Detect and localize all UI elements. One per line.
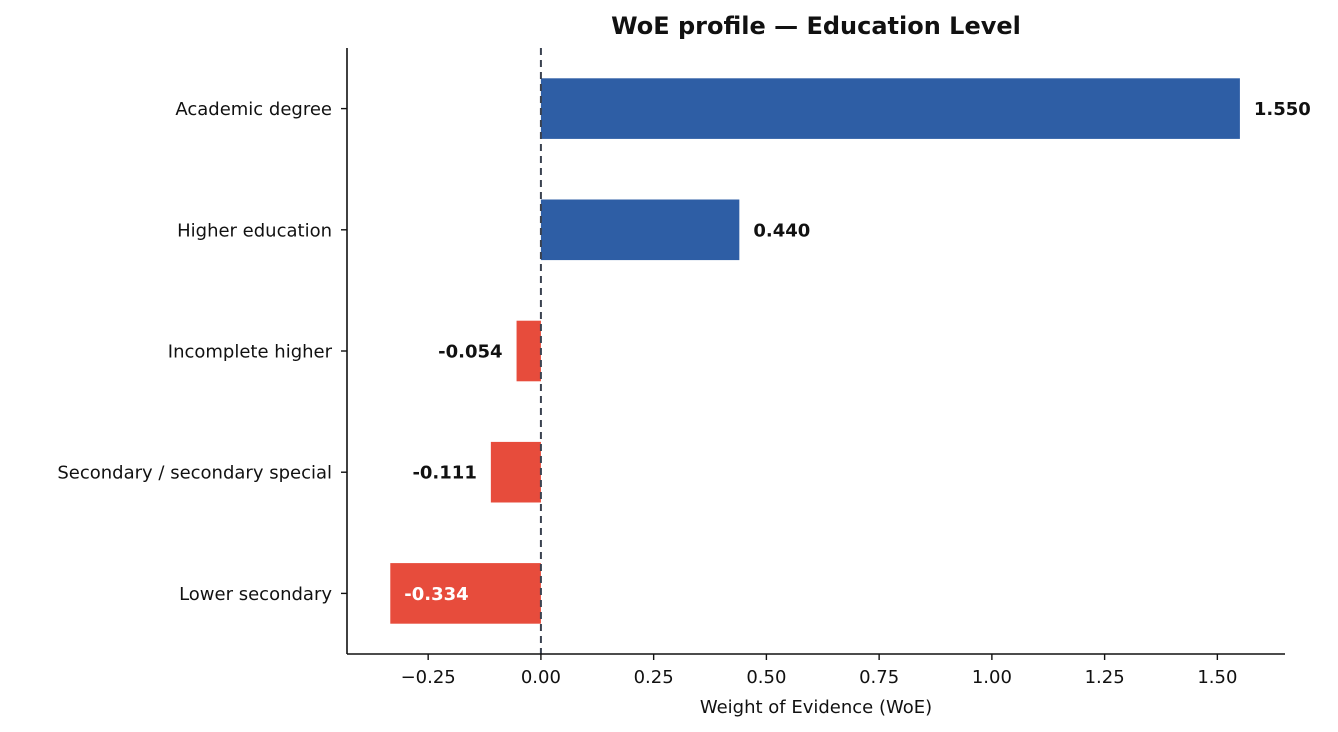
value-label-academic-degree: 1.550	[1254, 99, 1311, 120]
x-tick-label-6: 1.25	[1085, 667, 1125, 688]
y-categories-layer: Academic degree Higher education Incomplet…	[57, 99, 347, 605]
category-label-higher-education: Higher education	[177, 220, 332, 241]
value-label-secondary-secondary-special: -0.111	[412, 463, 476, 484]
x-tick-label-5: 1.00	[972, 667, 1012, 688]
value-label-lower-secondary: -0.334	[404, 584, 468, 605]
bar-lower-secondary	[390, 563, 541, 624]
value-labels-layer: 1.550 0.440 -0.054 -0.111 -0.334	[404, 99, 1311, 605]
x-tick-label-4: 0.75	[859, 667, 899, 688]
bar-secondary-secondary-special	[490, 441, 541, 503]
category-label-incomplete-higher: Incomplete higher	[168, 342, 333, 363]
value-label-incomplete-higher: -0.054	[438, 342, 502, 363]
category-label-lower-secondary: Lower secondary	[179, 584, 332, 605]
bar-academic-degree	[540, 78, 1240, 139]
bar-incomplete-higher	[516, 320, 541, 382]
x-tick-label-0: −0.25	[401, 667, 456, 688]
x-tick-label-3: 0.50	[746, 667, 786, 688]
bars-layer	[390, 78, 1240, 624]
x-ticks-layer: −0.25 0.00 0.25 0.50 0.75 1.00 1.25 1.50	[401, 654, 1237, 688]
x-tick-label-7: 1.50	[1197, 667, 1237, 688]
bar-higher-education	[540, 199, 740, 261]
value-label-higher-education: 0.440	[753, 220, 810, 241]
category-label-academic-degree: Academic degree	[175, 99, 332, 120]
x-tick-label-1: 0.00	[521, 667, 561, 688]
x-axis-label: Weight of Evidence (WoE)	[700, 697, 932, 718]
x-tick-label-2: 0.25	[634, 667, 674, 688]
chart-title: WoE profile — Education Level	[611, 12, 1021, 40]
category-label-secondary-secondary-special: Secondary / secondary special	[57, 463, 332, 484]
